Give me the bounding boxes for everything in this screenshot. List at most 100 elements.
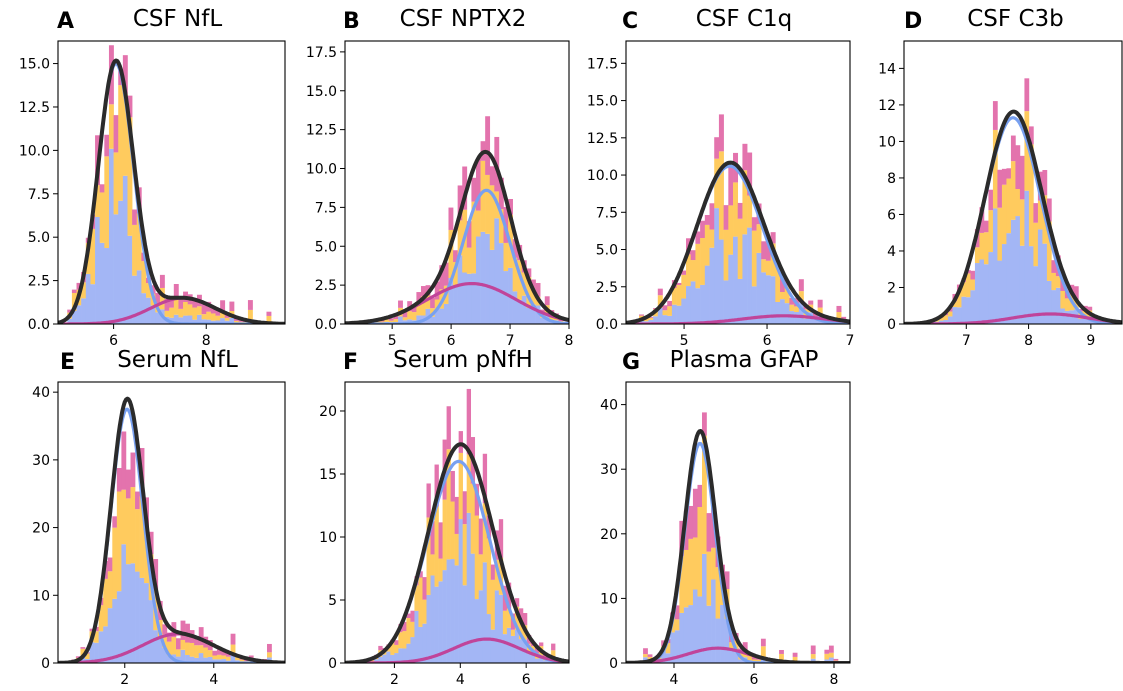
bar-pink (498, 519, 504, 558)
chart-panel-g: 4 6 8 0 10 20 30 40 G Plasma GFAP (600, 347, 851, 688)
bar-blue (1091, 321, 1097, 324)
bar-blue (1024, 190, 1030, 324)
x-tick-label: 4 (209, 672, 218, 688)
bar-yellow (792, 656, 798, 661)
bar-pink (478, 518, 484, 555)
bar-pink (808, 300, 814, 305)
bar-yellow (239, 659, 245, 662)
bar-yellow (676, 285, 682, 306)
x-tick-label: 7 (962, 333, 971, 349)
bar-blue (676, 305, 682, 324)
bar-yellow (130, 487, 136, 564)
bar-yellow (1006, 178, 1012, 234)
bar-pink (474, 483, 480, 516)
bar-blue (794, 312, 800, 324)
bar-yellow (116, 491, 122, 592)
bar-blue (443, 303, 449, 324)
panel-title: Serum pNfH (393, 347, 533, 373)
bar-pink (107, 557, 113, 572)
chart-panel-c: 5 6 7 0.0 2.5 5.0 7.5 10.0 12.5 15.0 17.5 C CSF C1q (587, 6, 855, 349)
plot-area (626, 412, 850, 663)
bar-blue (711, 579, 716, 663)
bar-blue (196, 314, 202, 324)
bar-yellow (235, 657, 240, 661)
bar-blue (386, 651, 391, 663)
bar-pink (841, 316, 847, 320)
bar-blue (988, 252, 994, 324)
bar-pink (411, 304, 417, 313)
bar-pink (824, 649, 830, 654)
bar-pink (482, 453, 488, 504)
bar-yellow (466, 454, 472, 513)
bar-yellow (938, 317, 944, 321)
bar-blue (155, 312, 161, 324)
bar-blue (474, 599, 480, 663)
bar-yellow (979, 232, 985, 260)
bar-pink (681, 270, 687, 275)
bar-yellow (103, 578, 109, 627)
bar-blue (709, 247, 715, 324)
bar-blue (183, 315, 189, 324)
bar-yellow (136, 213, 142, 271)
y-tick-label: 20 (600, 527, 618, 543)
bar-blue (1055, 287, 1061, 324)
bar-pink (692, 488, 698, 538)
bar-yellow (1024, 111, 1030, 191)
bar-blue (747, 227, 753, 324)
bar-yellow (414, 585, 419, 611)
y-tick-label: 12.5 (19, 100, 50, 116)
bar-pink (210, 307, 216, 314)
y-tick-label: 40 (32, 385, 50, 401)
bar-yellow (747, 195, 753, 228)
bar-yellow (549, 316, 555, 320)
bar-pink (1024, 78, 1030, 112)
bar-blue (526, 653, 532, 663)
bar-yellow (810, 654, 816, 659)
bar-blue (679, 612, 685, 663)
bar-pink (422, 577, 427, 600)
bar-pink (104, 134, 110, 157)
bar-blue (638, 319, 644, 324)
bar-yellow (836, 312, 842, 320)
bar-pink (169, 295, 175, 308)
bar-pink (393, 314, 399, 320)
bar-yellow (238, 321, 244, 323)
bar-blue (992, 208, 998, 324)
bar-pink (132, 209, 138, 225)
bar-blue (121, 544, 127, 663)
bar-blue (547, 660, 552, 663)
bar-pink (544, 296, 550, 306)
bar-yellow (127, 117, 133, 236)
bar-pink (514, 598, 520, 607)
bar-blue (1078, 318, 1084, 324)
panel-letter: D (904, 9, 922, 34)
bar-pink (988, 189, 994, 211)
bar-yellow (176, 649, 181, 657)
y-tick-label: 5.0 (315, 239, 337, 255)
bar-blue (462, 272, 468, 324)
y-tick-label: 20 (319, 404, 337, 420)
bar-yellow (742, 170, 748, 235)
bar-blue (414, 610, 419, 663)
bar-blue (518, 639, 524, 663)
bar-pink (89, 628, 95, 632)
bar-blue (723, 280, 729, 324)
bar-yellow (688, 538, 694, 606)
panel-letter: C (622, 9, 638, 34)
bar-pink (704, 214, 710, 225)
panel-letter: G (622, 350, 640, 375)
bar-pink (148, 531, 154, 555)
bar-pink (490, 564, 496, 580)
bar-pink (266, 643, 272, 653)
bar-blue (490, 629, 496, 663)
bar-yellow (794, 306, 800, 313)
bar-pink (526, 268, 532, 278)
bar-yellow (779, 653, 784, 661)
bar-yellow (370, 660, 375, 662)
bar-yellow (952, 301, 958, 308)
bar-blue (201, 319, 207, 324)
x-tick-label: 8 (565, 333, 574, 349)
y-tick-label: 15 (319, 467, 337, 483)
bar-yellow (662, 310, 668, 316)
bar-yellow (824, 653, 830, 660)
